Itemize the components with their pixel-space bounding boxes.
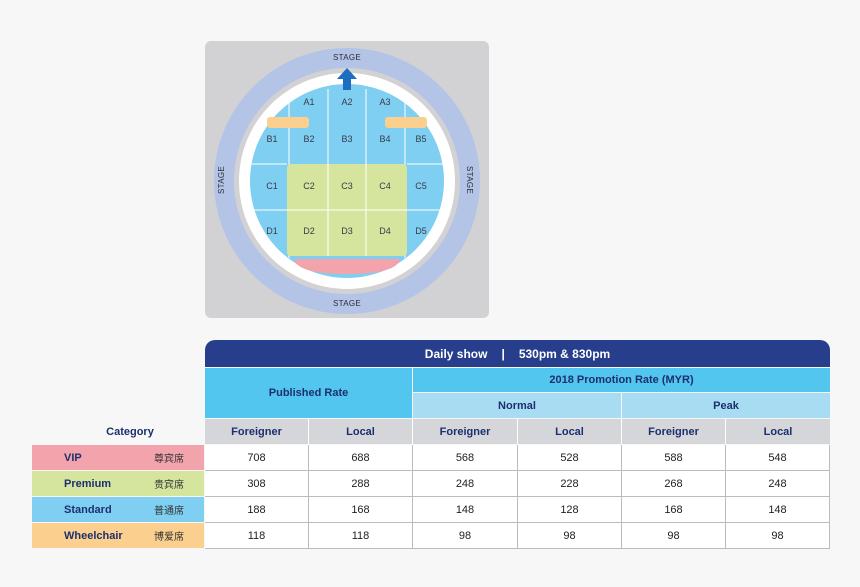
section-label: C5	[415, 181, 427, 191]
price-cell: 268	[622, 471, 726, 497]
section-label: B4	[379, 134, 390, 144]
wheelchair-area-left	[267, 117, 309, 128]
category-name: Premium	[64, 477, 112, 490]
category-name-zh: 尊宾席	[154, 454, 184, 465]
section-label: A3	[379, 97, 390, 107]
price-cell: 168	[309, 497, 413, 523]
section-label: A1	[303, 97, 314, 107]
price-cell: 98	[622, 523, 726, 549]
column-header-foreigner: Foreigner	[622, 419, 726, 444]
price-cell: 188	[205, 497, 309, 523]
price-cell: 248	[726, 471, 830, 497]
section-label: D2	[303, 226, 315, 236]
column-header-local: Local	[309, 419, 413, 444]
price-cell: 568	[413, 445, 518, 471]
price-cell: 98	[413, 523, 518, 549]
stage-label-top: STAGE	[333, 53, 361, 62]
section-label: C4	[379, 181, 391, 191]
peak-header: Peak	[622, 393, 830, 418]
title-times: 530pm & 830pm	[518, 346, 611, 361]
category-name: Wheelchair	[64, 529, 123, 542]
price-cell: 148	[413, 497, 518, 523]
stage-arrow-icon	[337, 68, 357, 90]
section-label: B3	[341, 134, 352, 144]
price-cell: 128	[518, 497, 622, 523]
price-cell: 98	[726, 523, 830, 549]
section-label: D5	[415, 226, 427, 236]
price-cell: 708	[205, 445, 309, 471]
stage-label-right: STAGE	[465, 166, 474, 194]
section-label: C3	[341, 181, 353, 191]
column-header-local: Local	[518, 419, 622, 444]
section-label: D3	[341, 226, 353, 236]
section-label: B2	[303, 134, 314, 144]
category-name-zh: 普通席	[154, 506, 184, 517]
category-vip: VIP 尊宾席	[32, 445, 204, 470]
table-title: Daily show | 530pm & 830pm	[205, 340, 830, 367]
price-cell: 308	[205, 471, 309, 497]
section-label: A2	[341, 97, 352, 107]
promotion-rate-header: 2018 Promotion Rate (MYR)	[413, 368, 830, 392]
price-cell: 588	[622, 445, 726, 471]
wheelchair-area-right	[385, 117, 427, 128]
column-header-foreigner: Foreigner	[205, 419, 309, 444]
price-cell: 98	[518, 523, 622, 549]
title-show: Daily show	[424, 346, 488, 361]
category-header: Category	[106, 425, 154, 438]
column-header-foreigner: Foreigner	[413, 419, 518, 444]
category-name: VIP	[64, 451, 82, 464]
category-name-zh: 贵宾席	[154, 480, 184, 491]
price-cell: 248	[413, 471, 518, 497]
stage-label-left: STAGE	[217, 166, 226, 194]
published-rate-header: Published Rate	[205, 368, 412, 418]
section-label: D4	[379, 226, 391, 236]
price-cell: 168	[622, 497, 726, 523]
seating-map-diagram: STAGE STAGE STAGE STAGE A1 A2 A3 B1 B2 B…	[214, 48, 480, 314]
category-premium: Premium 贵宾席	[32, 471, 204, 496]
price-cell: 288	[309, 471, 413, 497]
section-label: C2	[303, 181, 315, 191]
category-name-zh: 博爱席	[154, 532, 184, 543]
category-name: Standard	[64, 503, 112, 516]
column-header-local: Local	[726, 419, 830, 444]
section-label: B5	[415, 134, 426, 144]
category-standard: Standard 普通席	[32, 497, 204, 522]
section-label: C1	[266, 181, 278, 191]
price-cell: 688	[309, 445, 413, 471]
category-wheelchair: Wheelchair 博爱席	[32, 523, 204, 548]
price-cell: 148	[726, 497, 830, 523]
price-cell: 528	[518, 445, 622, 471]
section-label: D1	[266, 226, 278, 236]
section-label: B1	[266, 134, 277, 144]
price-cell: 228	[518, 471, 622, 497]
normal-header: Normal	[413, 393, 621, 418]
price-cell: 118	[205, 523, 309, 549]
price-cell: 548	[726, 445, 830, 471]
vip-seating-area	[294, 259, 400, 274]
price-cell: 118	[309, 523, 413, 549]
title-separator: |	[501, 346, 505, 361]
stage-label-bottom: STAGE	[333, 299, 361, 308]
seating-map: STAGE STAGE STAGE STAGE A1 A2 A3 B1 B2 B…	[205, 41, 489, 318]
